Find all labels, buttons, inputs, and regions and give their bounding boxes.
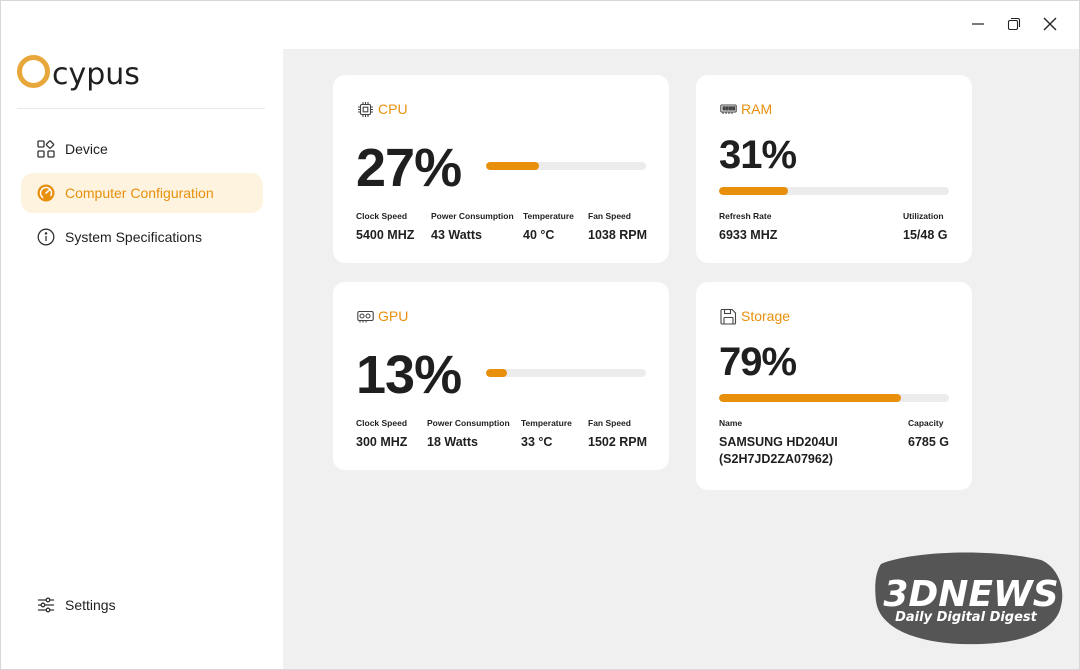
stat-label: Fan Speed xyxy=(588,418,631,428)
gpu-usage-bar-fill xyxy=(486,369,507,377)
cpu-chip-icon xyxy=(356,100,374,118)
stat-label: Capacity xyxy=(908,418,944,428)
app-logo: cypus xyxy=(17,49,140,93)
cpu-usage-percent: 27% xyxy=(356,138,462,198)
stat-value: 6933 MHZ xyxy=(719,228,778,242)
watermark-logo: 3DNEWS Daily Digital Digest xyxy=(871,546,1071,656)
ram-usage-percent: 31% xyxy=(719,133,797,177)
cpu-stat-clock: Clock Speed 5400 MHZ xyxy=(356,211,414,244)
storage-usage-bar-fill xyxy=(719,394,901,402)
stat-label: Clock Speed xyxy=(356,418,408,428)
storage-stat-capacity: Capacity 6785 G xyxy=(908,418,949,451)
ram-stat-refresh-rate: Refresh Rate 6933 MHZ xyxy=(719,211,777,244)
stat-value: SAMSUNG HD204UI (S2H7JD2ZA07962) xyxy=(719,435,838,466)
minimize-button[interactable] xyxy=(961,11,995,37)
graphics-card-icon xyxy=(356,307,374,325)
nav-item-label: Computer Configuration xyxy=(65,185,214,201)
logo-ring-icon xyxy=(17,54,50,88)
floppy-disk-icon xyxy=(719,307,737,325)
stat-value: 15/48 G xyxy=(903,228,948,242)
nav-item-label: System Specifications xyxy=(65,229,202,245)
nav-item-settings[interactable]: Settings xyxy=(21,585,263,625)
nav-item-system-specifications[interactable]: System Specifications xyxy=(21,217,263,257)
maximize-button[interactable] xyxy=(997,11,1031,37)
gpu-stat-power: Power Consumption 18 Watts xyxy=(427,418,510,451)
stat-value: 40 °C xyxy=(523,228,555,242)
cpu-usage-bar-fill xyxy=(486,162,539,170)
stat-label: Name xyxy=(719,418,743,428)
gpu-card-header: GPU xyxy=(356,307,408,325)
gpu-title: GPU xyxy=(378,308,409,324)
nav-item-computer-configuration[interactable]: Computer Configuration xyxy=(21,173,263,213)
gpu-stat-fan: Fan Speed 1502 RPM xyxy=(588,418,647,451)
stat-label: Temperature xyxy=(523,211,574,221)
stat-label: Power Consumption xyxy=(427,418,510,428)
watermark-title: 3DNEWS xyxy=(883,574,1058,615)
cpu-card-header: CPU xyxy=(356,100,408,118)
stat-value: 6785 G xyxy=(908,435,950,449)
stat-label: Utilization xyxy=(903,211,944,221)
stat-value: 1038 RPM xyxy=(588,228,648,242)
info-icon xyxy=(36,227,56,247)
gpu-stat-temperature: Temperature 33 °C xyxy=(521,418,572,451)
storage-stat-name: Name SAMSUNG HD204UI (S2H7JD2ZA07962) xyxy=(719,418,854,468)
close-button[interactable] xyxy=(1033,11,1067,37)
cpu-title: CPU xyxy=(378,101,408,117)
gpu-card: GPU 13% Clock Speed 300 MHZ Power Consum… xyxy=(333,282,669,470)
storage-title: Storage xyxy=(741,308,791,324)
watermark-subtitle: Daily Digital Digest xyxy=(895,610,1038,625)
ram-usage-bar-fill xyxy=(719,187,788,195)
nav-item-label: Device xyxy=(65,141,108,157)
storage-usage-bar xyxy=(719,394,949,402)
stat-value: 43 Watts xyxy=(431,228,482,242)
storage-card: Storage 79% Name SAMSUNG HD204UI (S2H7JD… xyxy=(696,282,972,490)
cpu-usage-bar xyxy=(486,162,646,170)
ram-title: RAM xyxy=(741,101,773,117)
stat-label: Temperature xyxy=(521,418,572,428)
stat-label: Fan Speed xyxy=(588,211,631,221)
gpu-usage-percent: 13% xyxy=(356,345,462,405)
stat-value: 18 Watts xyxy=(427,435,478,449)
sliders-icon xyxy=(36,595,56,615)
logo-text: cypus xyxy=(52,56,140,92)
cpu-stat-temperature: Temperature 40 °C xyxy=(523,211,574,244)
stat-label: Refresh Rate xyxy=(719,211,772,221)
nav-item-device[interactable]: Device xyxy=(21,129,263,169)
stat-value: 33 °C xyxy=(521,435,553,449)
cpu-stat-fan: Fan Speed 1038 RPM xyxy=(588,211,647,244)
stat-value: 5400 MHZ xyxy=(356,228,415,242)
grid-apps-icon xyxy=(36,139,56,159)
stat-value: 1502 RPM xyxy=(588,435,648,449)
title-bar xyxy=(1,1,1079,49)
memory-module-icon xyxy=(719,100,737,118)
storage-card-header: Storage xyxy=(719,307,790,325)
ram-card: RAM 31% Refresh Rate 6933 MHZ Utilizatio… xyxy=(696,75,972,263)
gpu-usage-bar xyxy=(486,369,646,377)
stat-value: 300 MHZ xyxy=(356,435,408,449)
ram-stat-utilization: Utilization 15/48 G xyxy=(903,211,947,244)
gpu-stat-clock: Clock Speed 300 MHZ xyxy=(356,418,407,451)
cpu-stat-power: Power Consumption 43 Watts xyxy=(431,211,514,244)
storage-usage-percent: 79% xyxy=(719,340,797,384)
stat-label: Power Consumption xyxy=(431,211,514,221)
main-content: CPU 27% Clock Speed 5400 MHZ Power Consu… xyxy=(283,49,1079,669)
ram-card-header: RAM xyxy=(719,100,772,118)
gauge-icon xyxy=(36,183,56,203)
ram-usage-bar xyxy=(719,187,949,195)
sidebar-divider xyxy=(17,108,265,109)
sidebar: cypus Device Compute xyxy=(1,1,283,669)
nav-item-label: Settings xyxy=(65,597,116,613)
cpu-card: CPU 27% Clock Speed 5400 MHZ Power Consu… xyxy=(333,75,669,263)
stat-label: Clock Speed xyxy=(356,211,408,221)
window-controls xyxy=(961,11,1067,37)
